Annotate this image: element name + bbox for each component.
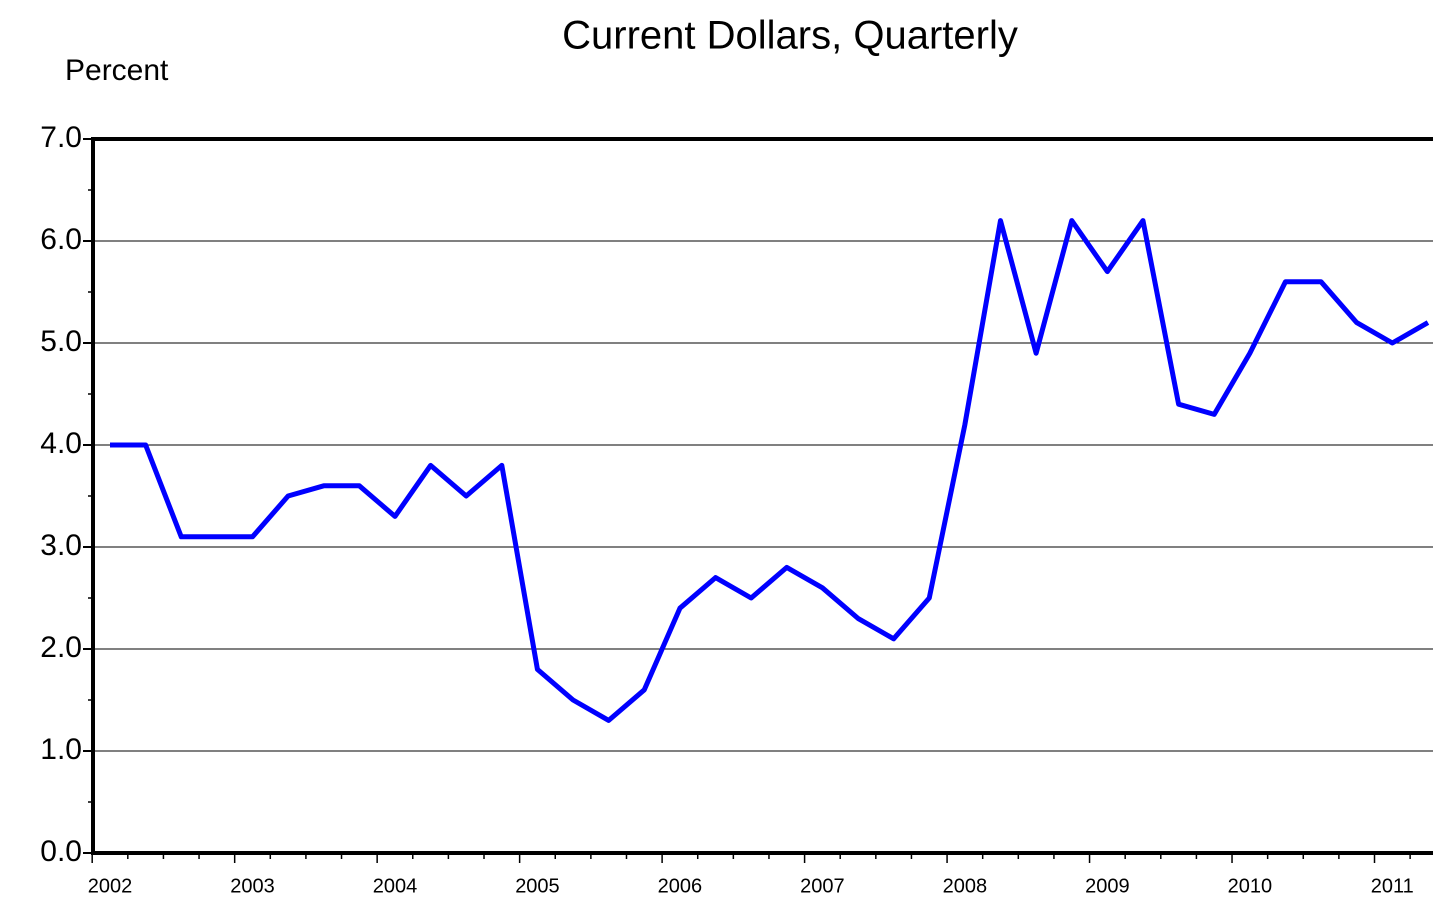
y-tick-label: 6.0 [40,223,82,256]
x-tick-label: 2006 [658,875,703,897]
data-line [110,218,1430,723]
x-tick-label: 2008 [943,875,988,897]
y-tick-label: 5.0 [40,325,82,358]
x-tick-label: 2002 [88,875,133,897]
y-axis-label: Percent [65,54,169,87]
x-tick-label: 2011 [1371,875,1414,897]
x-tick-label: 2005 [515,875,560,897]
y-tick-label: 7.0 [40,121,82,154]
x-tick-label: 2010 [1228,875,1273,897]
x-tick-label: 2007 [800,875,845,897]
x-tick-label: 2004 [373,875,418,897]
chart-title: Current Dollars, Quarterly [562,14,1018,58]
y-tick-label: 3.0 [40,529,82,562]
y-tick-label: 4.0 [40,427,82,460]
y-tick-label: 1.0 [40,733,82,766]
x-tick-label: 2009 [1085,875,1130,897]
y-tick-label: 0.0 [40,835,82,868]
x-tick-label: 2003 [230,875,275,897]
y-tick-label: 2.0 [40,631,82,664]
